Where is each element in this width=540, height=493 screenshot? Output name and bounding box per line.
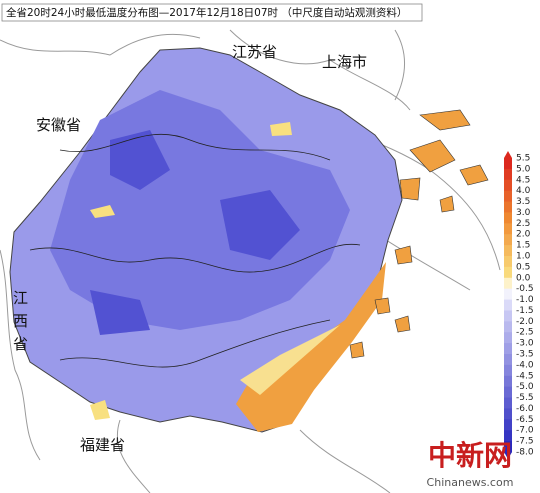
islands: [349, 109, 489, 359]
colorbar-band: [504, 158, 512, 170]
title-box: [1, 3, 423, 22]
colorbar-label: -4.5: [516, 371, 534, 381]
colorbar-band: [504, 190, 512, 203]
colorbar-label: 2.0: [516, 230, 531, 240]
colorbar-band: [504, 299, 512, 311]
colorbar-label: 5.5: [516, 154, 530, 164]
colorbar-arrow: [504, 151, 512, 158]
colorbar-label: -3.5: [516, 350, 534, 360]
colorbar-label: 1.5: [516, 241, 530, 251]
colorbar-band: [504, 266, 512, 279]
colorbar-label: -5.0: [516, 382, 534, 392]
colorbar-band: [504, 430, 512, 442]
colorbar-band: [504, 408, 512, 420]
colorbar-label: 0.0: [516, 273, 531, 283]
isotherm: [59, 133, 331, 161]
colorbar-arrow: [504, 452, 512, 459]
border-line: [394, 29, 405, 101]
border-line: [0, 33, 201, 56]
colorbar-label: -7.0: [516, 426, 534, 436]
colorbar-label: -2.0: [516, 317, 534, 327]
colorbar-label: -6.0: [516, 404, 534, 414]
colorbar-label: 0.5: [516, 262, 530, 272]
map-title: 全省20时24小时最低温度分布图—2017年12月18日07时 （中尺度自动站观…: [6, 6, 407, 19]
colorbar-band: [504, 354, 512, 366]
region-label: 江苏省: [232, 43, 277, 61]
island: [409, 139, 456, 173]
mild-coast: [240, 325, 340, 395]
colorbar-label: 3.0: [516, 208, 531, 218]
colorbar-band: [504, 179, 512, 192]
colorbar-label: 5.0: [516, 164, 531, 174]
watermark-logo: 中新网: [428, 439, 512, 472]
region-label: 福建省: [80, 436, 125, 454]
colorbar-label: 2.5: [516, 219, 530, 229]
colorbar-label: -7.5: [516, 437, 534, 447]
isotherm: [29, 243, 361, 273]
island: [399, 177, 421, 201]
colorbar-label: -0.5: [516, 284, 534, 294]
border-line: [0, 249, 41, 461]
colorbar-label: 1.0: [516, 252, 531, 262]
colorbar-label: 3.5: [516, 197, 530, 207]
colorbar-band: [504, 441, 512, 453]
colorbar-band: [504, 397, 512, 409]
colorbar-band: [504, 332, 512, 344]
border-line: [229, 29, 411, 111]
border-line: [299, 429, 391, 493]
region-label: 上海市: [322, 53, 367, 71]
colorbar-label: -2.5: [516, 328, 534, 338]
colorbar-label: -1.5: [516, 306, 534, 316]
island: [394, 245, 413, 265]
island: [349, 341, 365, 359]
border-line: [116, 419, 151, 493]
colorbar-band: [504, 288, 512, 301]
watermark-site: Chinanews.com: [427, 476, 514, 489]
colorbar-label: -3.0: [516, 339, 534, 349]
coldest-zone: [90, 130, 300, 335]
colorbar-band: [504, 277, 512, 290]
colorbar-band: [504, 245, 512, 257]
colorbar-band: [504, 364, 512, 377]
colorbar-band: [504, 419, 512, 431]
colorbar-band: [504, 386, 512, 399]
colorbar-band: [504, 223, 512, 235]
colorbar-band: [504, 256, 512, 268]
isotherm: [59, 319, 331, 368]
island: [394, 315, 411, 333]
island: [419, 109, 471, 131]
colorbar-band: [504, 343, 512, 355]
colorbar-label: -8.0: [516, 448, 534, 458]
colorbar-label: -4.0: [516, 360, 534, 370]
island: [439, 195, 455, 213]
colorbar-band: [504, 201, 512, 213]
colorbar: 5.55.04.54.03.53.02.52.01.51.00.50.0-0.5…: [504, 151, 534, 459]
colorbar-band: [504, 212, 512, 224]
region-label: 江西省: [11, 290, 29, 359]
colorbar-band: [504, 310, 512, 322]
colorbar-label: -6.5: [516, 415, 534, 425]
island: [459, 164, 489, 186]
colorbar-label: -1.0: [516, 295, 534, 305]
colorbar-label: 4.0: [516, 186, 531, 196]
colorbar-band: [504, 234, 512, 246]
island: [374, 297, 391, 315]
colorbar-band: [504, 321, 512, 333]
region-label: 安徽省: [36, 116, 81, 134]
colorbar-band: [504, 375, 512, 388]
colorbar-band: [504, 168, 512, 181]
colorbar-label: 4.5: [516, 175, 530, 185]
colorbar-label: -5.5: [516, 393, 534, 403]
